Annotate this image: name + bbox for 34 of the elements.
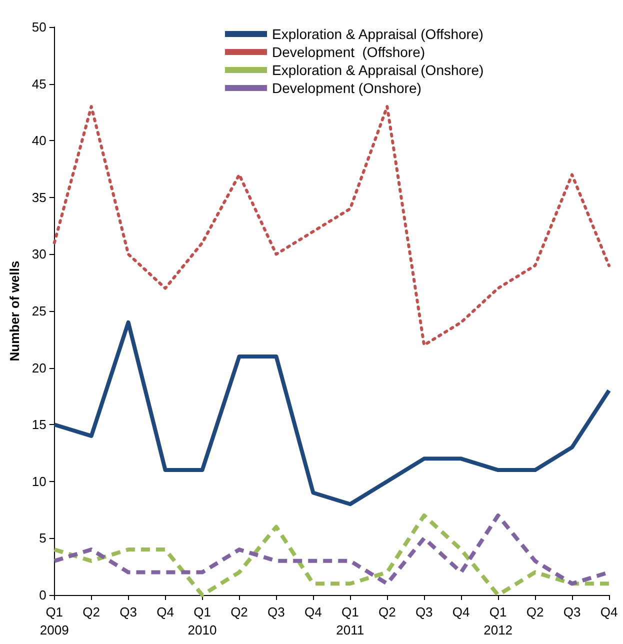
legend-label: Exploration & Appraisal (Offshore) [272, 26, 484, 42]
x-tick-label: Q3 [415, 604, 433, 620]
y-tick-label: 40 [32, 133, 46, 148]
x-tick-label: Q2 [378, 604, 396, 620]
x-tick-label: Q1 2009 [40, 604, 69, 638]
y-tick-label: 15 [32, 417, 46, 432]
x-tick-label: Q2 [230, 604, 248, 620]
x-tick-label: Q4 [304, 604, 322, 620]
y-tick-label: 5 [39, 530, 46, 546]
y-tick-label: 20 [32, 360, 46, 376]
legend-label: Exploration & Appraisal (Onshore) [272, 62, 484, 78]
x-tick-label: Q3 [563, 604, 581, 620]
y-tick-label: 50 [32, 20, 46, 34]
y-tick-label: 45 [32, 76, 46, 92]
x-tick-label: Q1 2010 [188, 604, 217, 638]
y-tick-label: 30 [32, 246, 46, 262]
x-tick-label: Q2 [526, 604, 544, 620]
x-tick-label: Q4 [452, 604, 470, 620]
legend-label: Development (Onshore) [272, 80, 422, 96]
x-tick-label: Q1 2011 [336, 604, 364, 638]
line-series [52, 320, 611, 506]
line-series [52, 105, 610, 347]
y-tick-label: 35 [32, 190, 46, 205]
y-axis-title: Number of wells [7, 260, 22, 362]
x-tick-label: Q1 2012 [484, 604, 513, 638]
legend-label: Development (Offshore) [272, 44, 426, 60]
y-tick-label: 10 [32, 474, 46, 489]
x-tick-label: Q3 [268, 604, 285, 620]
x-tick-label: Q4 [156, 604, 174, 620]
x-tick-label: Q4 [600, 604, 618, 620]
x-tick-label: Q3 [120, 604, 137, 620]
y-tick-label: 25 [32, 304, 46, 318]
y-tick-label: 0 [39, 588, 46, 602]
x-tick-label: Q2 [82, 604, 100, 620]
